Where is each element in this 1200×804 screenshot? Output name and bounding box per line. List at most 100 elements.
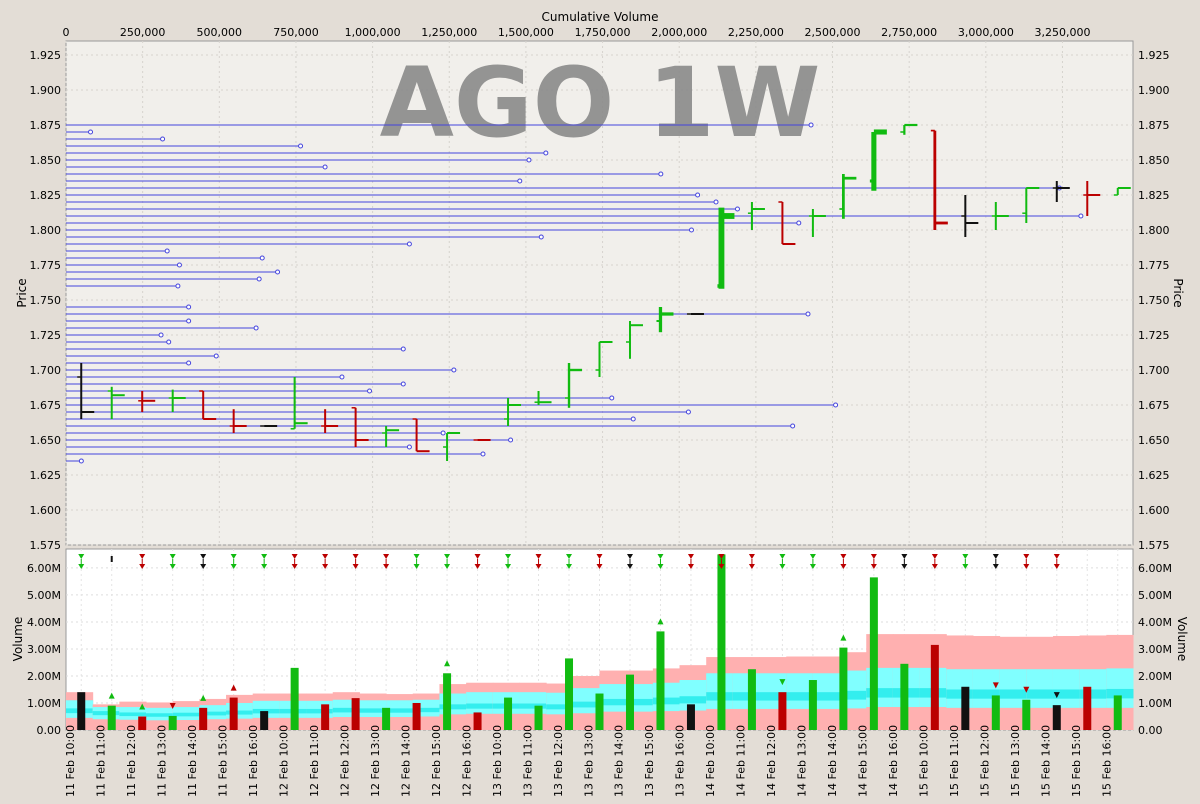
volume-band-core	[1026, 689, 1054, 699]
volume-bar[interactable]	[747, 669, 756, 730]
price-level-point[interactable]	[367, 388, 373, 394]
price-level-point[interactable]	[400, 381, 406, 387]
price-level-point[interactable]	[175, 283, 181, 289]
price-level-point[interactable]	[685, 409, 691, 415]
price-level-point[interactable]	[695, 192, 701, 198]
volume-bar[interactable]	[961, 686, 970, 730]
volume-bar[interactable]	[1113, 695, 1122, 730]
price-level-point[interactable]	[78, 458, 84, 464]
price-level-point[interactable]	[609, 395, 615, 401]
volume-bar[interactable]	[290, 667, 299, 730]
volume-bar[interactable]	[778, 692, 787, 730]
volume-band-core	[92, 711, 120, 716]
signal-marker	[779, 564, 786, 569]
price-level-point[interactable]	[406, 241, 412, 247]
price-level-point[interactable]	[253, 325, 259, 331]
volume-bar[interactable]	[869, 577, 878, 730]
time-tick-label: 12 Feb 12:00	[338, 725, 351, 797]
volume-bar[interactable]	[77, 692, 86, 730]
price-level-point[interactable]	[166, 339, 172, 345]
price-level-point[interactable]	[543, 150, 549, 156]
volume-bar[interactable]	[656, 631, 665, 730]
volume-signal-marker	[200, 694, 207, 701]
time-tick-label: 15 Feb 11:00	[948, 725, 961, 797]
price-level-point[interactable]	[298, 143, 304, 149]
price-level-point[interactable]	[259, 255, 265, 261]
price-level-point[interactable]	[688, 227, 694, 233]
volume-band-core	[119, 712, 147, 717]
volume-bar[interactable]	[717, 554, 726, 730]
volume-band-core	[172, 712, 200, 717]
volume-bar[interactable]	[473, 712, 482, 730]
signal-marker	[962, 564, 969, 569]
price-level-point[interactable]	[213, 353, 219, 359]
price-level-point[interactable]	[796, 220, 802, 226]
price-level-point[interactable]	[186, 318, 192, 324]
volume-bar[interactable]	[595, 693, 604, 730]
volume-bar[interactable]	[900, 663, 909, 730]
volume-bar[interactable]	[382, 707, 391, 730]
volume-signal-marker	[1023, 686, 1030, 693]
price-level-point[interactable]	[808, 122, 814, 128]
price-level-point[interactable]	[88, 129, 94, 135]
price-level-point[interactable]	[790, 423, 796, 429]
volume-band-core	[359, 708, 387, 713]
volume-bar[interactable]	[443, 673, 452, 730]
volume-bar[interactable]	[686, 704, 695, 730]
price-level-point[interactable]	[508, 437, 514, 443]
price-level-point[interactable]	[158, 332, 164, 338]
price-level-point[interactable]	[658, 171, 664, 177]
price-level-point[interactable]	[400, 346, 406, 352]
signal-marker	[596, 564, 603, 569]
volume-bar[interactable]	[168, 715, 177, 730]
price-level-point[interactable]	[480, 451, 486, 457]
price-level-point[interactable]	[406, 444, 412, 450]
volume-bar[interactable]	[991, 695, 1000, 730]
price-level-point[interactable]	[186, 360, 192, 366]
volume-bar[interactable]	[412, 702, 421, 730]
volume-bar[interactable]	[260, 711, 269, 730]
volume-bar[interactable]	[839, 647, 848, 730]
price-level-point[interactable]	[630, 416, 636, 422]
price-level-point[interactable]	[160, 136, 166, 142]
price-level-point[interactable]	[322, 164, 328, 170]
price-level-point[interactable]	[538, 234, 544, 240]
volume-bar[interactable]	[138, 716, 147, 730]
price-level-point[interactable]	[734, 206, 740, 212]
price-level-point[interactable]	[517, 178, 523, 184]
price-level-point[interactable]	[440, 430, 446, 436]
volume-bar[interactable]	[1022, 699, 1031, 730]
volume-bar[interactable]	[625, 674, 634, 730]
price-level-point[interactable]	[833, 402, 839, 408]
price-level-point[interactable]	[713, 199, 719, 205]
volume-bar[interactable]	[321, 704, 330, 730]
volume-bar[interactable]	[930, 644, 939, 730]
volume-bar[interactable]	[1052, 705, 1061, 730]
price-level-point[interactable]	[186, 304, 192, 310]
time-tick-label: 12 Feb 13:00	[369, 725, 382, 797]
price-level-point[interactable]	[451, 367, 457, 373]
volume-bar[interactable]	[229, 697, 238, 730]
volume-bar[interactable]	[808, 680, 817, 730]
volume-bar[interactable]	[199, 707, 208, 730]
volume-bar[interactable]	[534, 705, 543, 730]
price-level-point[interactable]	[526, 157, 532, 163]
signal-marker	[1053, 564, 1060, 569]
price-level-point[interactable]	[275, 269, 281, 275]
price-level-point[interactable]	[176, 262, 182, 268]
price-level-point[interactable]	[164, 248, 170, 254]
volume-bar[interactable]	[107, 705, 116, 730]
price-level-point[interactable]	[805, 311, 811, 317]
volume-bar[interactable]	[565, 658, 574, 730]
price-tick-label-left: 1.575	[30, 539, 62, 552]
price-level-point[interactable]	[339, 374, 345, 380]
signal-marker	[901, 554, 908, 559]
volume-bar[interactable]	[351, 698, 360, 730]
price-level-point[interactable]	[256, 276, 262, 282]
price-axis-title-left: Price	[15, 278, 29, 307]
volume-bar[interactable]	[1083, 686, 1092, 730]
price-tick-label-right: 1.575	[1138, 539, 1170, 552]
cumvol-tick-label: 500,000	[197, 26, 243, 39]
price-level-point[interactable]	[1078, 213, 1084, 219]
volume-bar[interactable]	[504, 697, 513, 730]
